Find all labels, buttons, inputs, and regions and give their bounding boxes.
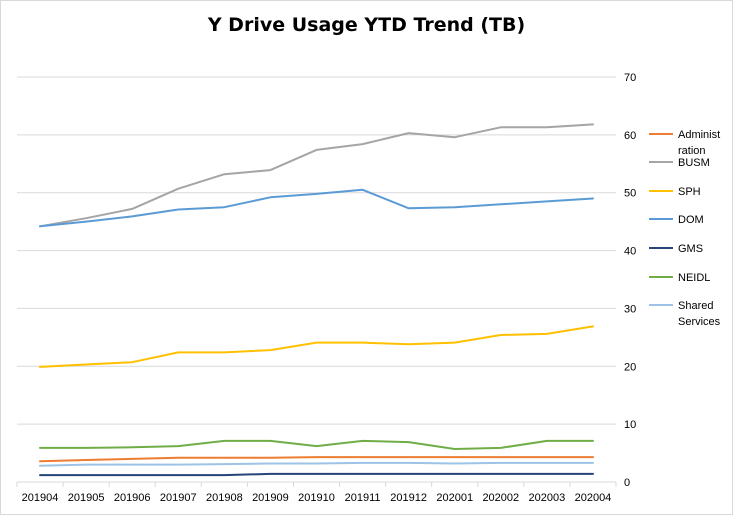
legend-label: Administ xyxy=(678,129,720,141)
legend-label: SPH xyxy=(678,186,701,198)
legend-label: NEIDL xyxy=(678,272,710,284)
x-tick-label: 201909 xyxy=(252,492,289,504)
y-tick-label: 30 xyxy=(624,303,636,315)
x-tick-label: 201912 xyxy=(390,492,427,504)
series-lines xyxy=(39,123,594,477)
y-tick-label: 70 xyxy=(624,72,636,84)
x-tick-label: 202001 xyxy=(436,492,473,504)
y-tick-label: 40 xyxy=(624,246,636,258)
series-line-gms xyxy=(39,472,594,477)
legend-label: ration xyxy=(678,145,706,157)
chart-title: Y Drive Usage YTD Trend (TB) xyxy=(207,14,526,36)
y-axis-right: 0 10 20 30 40 50 60 70 xyxy=(624,72,636,489)
series-line-busm xyxy=(39,123,594,228)
x-tick-label: 202004 xyxy=(575,492,612,504)
x-tick-label: 201907 xyxy=(160,492,197,504)
y-tick-label: 20 xyxy=(624,361,636,373)
legend-label: GMS xyxy=(678,243,703,255)
x-tick-label: 201904 xyxy=(22,492,59,504)
legend-label: Shared xyxy=(678,300,713,312)
y-tick-label: 60 xyxy=(624,130,636,142)
y-tick-label: 10 xyxy=(624,419,636,431)
series-line-dom xyxy=(39,188,594,228)
y-tick-label: 0 xyxy=(624,477,630,489)
x-tick-label: 201905 xyxy=(68,492,105,504)
y-tick-label: 50 xyxy=(624,188,636,200)
x-tick-label: 201910 xyxy=(298,492,335,504)
x-tick-label: 201906 xyxy=(114,492,151,504)
series-line-shared-services xyxy=(39,461,594,467)
series-line-neidl xyxy=(39,439,594,450)
legend-label: DOM xyxy=(678,214,704,226)
legend-label: Services xyxy=(678,316,721,328)
x-axis: 201904 201905 201906 201907 201908 201909 2019… xyxy=(16,481,617,504)
x-tick-label: 201911 xyxy=(345,492,381,504)
x-tick-label: 202002 xyxy=(482,492,519,504)
gridlines xyxy=(17,76,616,483)
series-line-administration xyxy=(39,456,594,463)
series-line-sph xyxy=(39,325,594,368)
x-tick-label: 202003 xyxy=(529,492,566,504)
legend-label: BUSM xyxy=(678,157,710,169)
x-tick-label: 201908 xyxy=(206,492,243,504)
